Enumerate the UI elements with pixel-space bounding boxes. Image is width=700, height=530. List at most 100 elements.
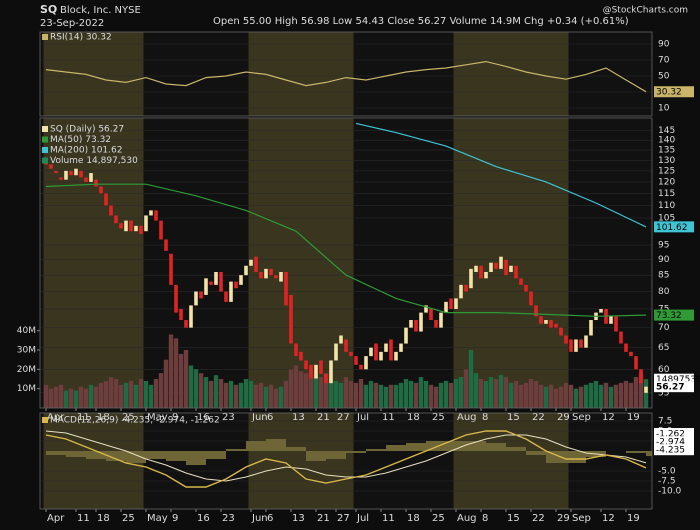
volume-bar <box>388 384 394 408</box>
volume-bar <box>78 386 84 408</box>
candle <box>179 308 183 321</box>
y-tick-label: 10 <box>658 104 670 114</box>
volume-bar <box>53 386 59 408</box>
volume-bar <box>508 382 514 408</box>
x-tick-label: 11 <box>382 513 395 524</box>
candle <box>529 291 533 306</box>
candle <box>74 168 78 176</box>
candle <box>449 298 453 309</box>
y-tick-label: -5.0 <box>658 467 676 477</box>
volume-bar <box>293 365 299 408</box>
volume-bar <box>318 377 324 408</box>
histogram-bar <box>386 445 406 451</box>
x-tick-label: Jun <box>251 513 268 524</box>
candle <box>249 259 253 266</box>
volume-bar <box>518 384 524 408</box>
candle <box>404 327 408 344</box>
candle <box>344 339 348 352</box>
volume-bar <box>528 379 534 408</box>
value-box <box>654 444 694 456</box>
x-tick-label: 18 <box>407 412 420 423</box>
rsi-line <box>45 60 647 93</box>
candle <box>284 271 288 306</box>
volume-bar <box>193 369 199 408</box>
volume-bar <box>513 380 519 408</box>
x-tick-label: 25 <box>432 513 445 524</box>
histogram-bar <box>346 451 366 453</box>
candle <box>274 275 278 279</box>
histogram-bar <box>206 451 226 459</box>
value-box <box>654 86 694 98</box>
signal-line <box>45 430 647 482</box>
x-tick-label: 21 <box>317 513 330 524</box>
candle <box>539 316 543 324</box>
month-band <box>43 32 144 116</box>
candle <box>314 364 318 379</box>
legend-swatch <box>42 136 48 143</box>
x-tick-label: Jul <box>356 513 369 524</box>
histogram-bar <box>226 449 246 451</box>
volume-bar <box>578 386 584 408</box>
date: 23-Sep-2022 <box>40 18 104 29</box>
volume-bar <box>128 380 134 408</box>
x-tick-label: 12 <box>602 412 615 423</box>
volume-bar <box>313 375 319 408</box>
volume-bar <box>273 388 279 408</box>
candle <box>184 320 188 328</box>
candle <box>334 343 338 361</box>
candle <box>379 351 383 361</box>
candle <box>494 262 498 269</box>
candle <box>419 312 423 332</box>
volume-tick-label: 40M <box>17 326 36 336</box>
volume-bar <box>638 373 644 408</box>
volume-bar <box>383 386 389 408</box>
volume-bar <box>503 377 509 408</box>
legend: RSI(14) 30.32 <box>50 33 112 43</box>
volume-bar <box>433 386 439 408</box>
y-tick-label: 90 <box>658 255 670 265</box>
y-tick-label: 70 <box>658 323 670 333</box>
legend-swatch <box>42 126 48 132</box>
candle <box>579 339 583 348</box>
symbol: SQ <box>40 3 57 16</box>
y-tick-label: 80 <box>658 287 670 297</box>
volume-bar <box>303 373 309 408</box>
volume-tick-label: 20M <box>17 365 36 375</box>
volume-bar <box>598 384 604 408</box>
histogram-bar <box>186 451 206 465</box>
volume-bar <box>328 379 334 408</box>
candle <box>244 265 248 276</box>
candle <box>209 281 213 285</box>
volume-bar <box>618 382 624 408</box>
y-tick-label: 135 <box>658 146 675 156</box>
candle <box>204 278 208 295</box>
moving-average <box>45 183 647 317</box>
candle <box>89 173 93 182</box>
candle <box>124 220 128 232</box>
volume-bar <box>218 379 224 408</box>
volume-bar <box>558 386 564 408</box>
volume-bar <box>118 384 124 408</box>
candle <box>544 320 548 324</box>
volume-bar <box>268 384 274 408</box>
histogram-bar <box>546 451 566 463</box>
candle <box>409 320 413 328</box>
value-box <box>654 436 694 448</box>
candle <box>99 186 103 194</box>
legend: MA(200) 101.62 <box>50 146 122 156</box>
candle <box>599 308 603 313</box>
candle <box>114 215 118 224</box>
y-tick-label: 130 <box>658 156 675 166</box>
x-tick-label: 11 <box>77 412 90 423</box>
volume-bar <box>543 386 549 408</box>
x-tick-label: 21 <box>317 412 330 423</box>
candle <box>534 305 538 317</box>
histogram-bar <box>646 451 652 457</box>
legend-swatch <box>42 147 48 153</box>
candle <box>359 364 363 370</box>
y-tick-label: 70 <box>658 56 670 66</box>
candle <box>624 343 628 352</box>
histogram-bar <box>146 451 166 459</box>
volume-bar <box>158 373 164 408</box>
volume-bar <box>523 382 529 408</box>
